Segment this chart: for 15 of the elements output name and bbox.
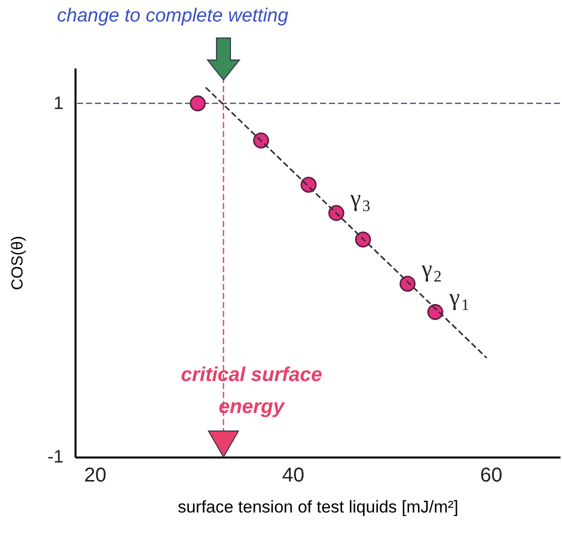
point bbox=[427, 304, 444, 320]
point bbox=[190, 95, 206, 112]
point bbox=[355, 232, 372, 248]
x-axis-title: surface tension of test liquids [mJ/m²] bbox=[178, 498, 458, 516]
ref-line-label: critical surface energy bbox=[180, 364, 322, 418]
x-tick-label: 60 bbox=[480, 464, 502, 486]
y-tick-label: -1 bbox=[47, 446, 64, 466]
point bbox=[253, 132, 270, 148]
y-tick-label: 1 bbox=[53, 92, 64, 113]
point bbox=[400, 276, 416, 292]
x-tick-label: 40 bbox=[282, 464, 304, 486]
x-tick-label: 20 bbox=[84, 464, 106, 486]
point bbox=[328, 205, 344, 221]
chart-title: change to complete wetting bbox=[57, 5, 289, 26]
y-axis-title: COS(θ) bbox=[9, 236, 26, 290]
